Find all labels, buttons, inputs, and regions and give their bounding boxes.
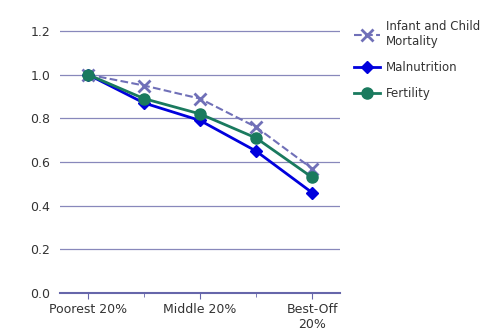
Legend: Infant and Child
Mortality, Malnutrition, Fertility: Infant and Child Mortality, Malnutrition…	[354, 20, 480, 100]
Fertility	[309, 175, 315, 179]
Malnutrition	[85, 73, 91, 77]
Fertility	[85, 73, 91, 77]
Infant and Child
Mortality	[253, 125, 259, 129]
Fertility	[197, 112, 203, 116]
Malnutrition	[309, 190, 315, 194]
Line: Fertility: Fertility	[82, 69, 318, 183]
Line: Malnutrition: Malnutrition	[84, 70, 316, 197]
Malnutrition	[141, 101, 147, 105]
Malnutrition	[197, 119, 203, 123]
Infant and Child
Mortality	[197, 97, 203, 101]
Infant and Child
Mortality	[85, 73, 91, 77]
Infant and Child
Mortality	[309, 166, 315, 170]
Fertility	[253, 136, 259, 140]
Fertility	[141, 97, 147, 101]
Infant and Child
Mortality	[141, 84, 147, 88]
Malnutrition	[253, 149, 259, 153]
Line: Infant and Child
Mortality: Infant and Child Mortality	[82, 69, 318, 174]
